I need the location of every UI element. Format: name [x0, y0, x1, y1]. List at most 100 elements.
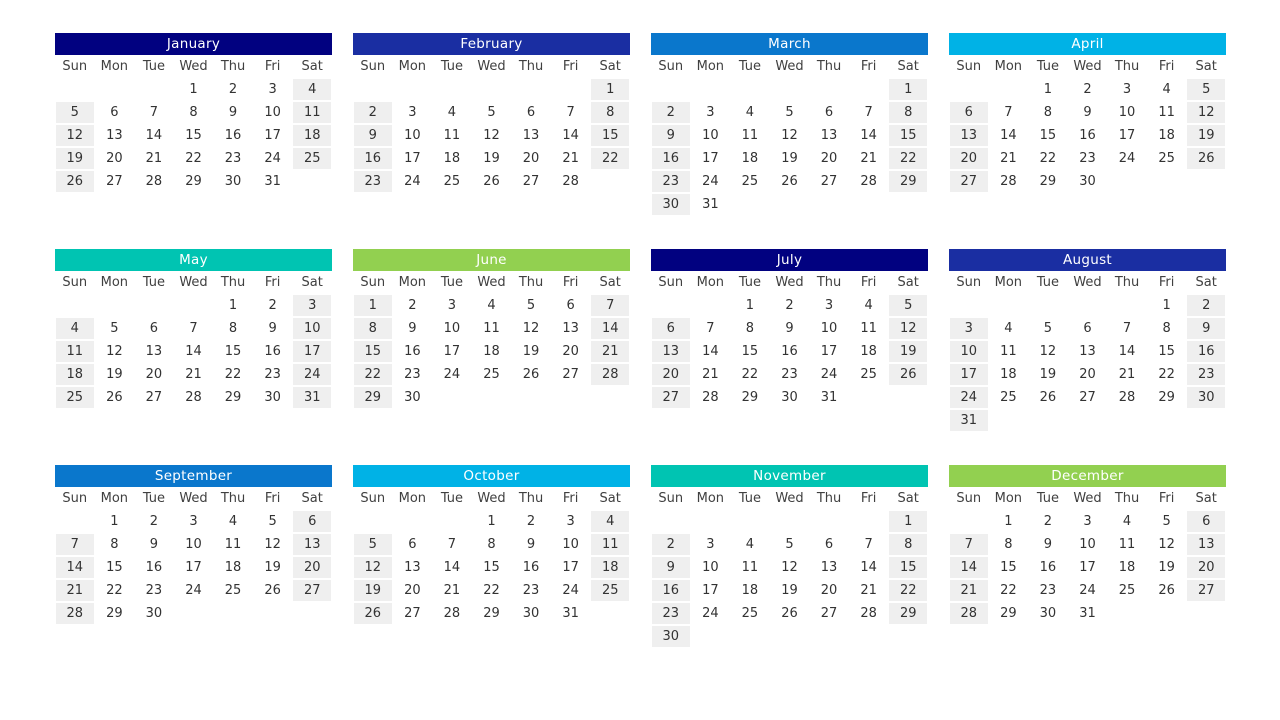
- day-cell[interactable]: 9: [511, 533, 551, 556]
- day-cell[interactable]: 5: [770, 533, 810, 556]
- day-cell[interactable]: 3: [691, 101, 731, 124]
- day-cell[interactable]: 3: [292, 294, 332, 317]
- day-cell[interactable]: 6: [809, 533, 849, 556]
- day-cell[interactable]: 13: [511, 124, 551, 147]
- day-cell[interactable]: 20: [511, 147, 551, 170]
- day-cell[interactable]: 5: [472, 101, 512, 124]
- day-cell[interactable]: 23: [353, 170, 393, 193]
- day-cell[interactable]: 31: [253, 170, 293, 193]
- day-cell[interactable]: 25: [1107, 579, 1147, 602]
- day-cell[interactable]: 27: [511, 170, 551, 193]
- day-cell[interactable]: 4: [590, 510, 630, 533]
- day-cell[interactable]: 25: [590, 579, 630, 602]
- day-cell[interactable]: 2: [1028, 510, 1068, 533]
- day-cell[interactable]: 30: [134, 602, 174, 625]
- day-cell[interactable]: 15: [888, 556, 928, 579]
- day-cell[interactable]: 31: [809, 386, 849, 409]
- day-cell[interactable]: 5: [353, 533, 393, 556]
- day-cell[interactable]: 9: [770, 317, 810, 340]
- day-cell[interactable]: 1: [1028, 78, 1068, 101]
- day-cell[interactable]: 10: [809, 317, 849, 340]
- day-cell[interactable]: 9: [253, 317, 293, 340]
- day-cell[interactable]: 13: [809, 556, 849, 579]
- day-cell[interactable]: 26: [770, 170, 810, 193]
- day-cell[interactable]: 18: [472, 340, 512, 363]
- day-cell[interactable]: 26: [888, 363, 928, 386]
- day-cell[interactable]: 22: [472, 579, 512, 602]
- day-cell[interactable]: 18: [1147, 124, 1187, 147]
- day-cell[interactable]: 15: [95, 556, 135, 579]
- day-cell[interactable]: 22: [888, 147, 928, 170]
- day-cell[interactable]: 13: [949, 124, 989, 147]
- day-cell[interactable]: 14: [432, 556, 472, 579]
- day-cell[interactable]: 28: [949, 602, 989, 625]
- day-cell[interactable]: 6: [1068, 317, 1108, 340]
- day-cell[interactable]: 15: [353, 340, 393, 363]
- day-cell[interactable]: 3: [253, 78, 293, 101]
- day-cell[interactable]: 30: [253, 386, 293, 409]
- day-cell[interactable]: 20: [292, 556, 332, 579]
- day-cell[interactable]: 11: [55, 340, 95, 363]
- day-cell[interactable]: 8: [213, 317, 253, 340]
- day-cell[interactable]: 20: [551, 340, 591, 363]
- day-cell[interactable]: 3: [809, 294, 849, 317]
- day-cell[interactable]: 12: [770, 124, 810, 147]
- day-cell[interactable]: 14: [849, 556, 889, 579]
- day-cell[interactable]: 12: [511, 317, 551, 340]
- day-cell[interactable]: 29: [95, 602, 135, 625]
- day-cell[interactable]: 12: [55, 124, 95, 147]
- day-cell[interactable]: 17: [1068, 556, 1108, 579]
- day-cell[interactable]: 15: [989, 556, 1029, 579]
- day-cell[interactable]: 27: [1186, 579, 1226, 602]
- day-cell[interactable]: 6: [809, 101, 849, 124]
- day-cell[interactable]: 4: [292, 78, 332, 101]
- day-cell[interactable]: 9: [651, 556, 691, 579]
- day-cell[interactable]: 5: [1186, 78, 1226, 101]
- day-cell[interactable]: 14: [590, 317, 630, 340]
- day-cell[interactable]: 7: [432, 533, 472, 556]
- day-cell[interactable]: 6: [949, 101, 989, 124]
- day-cell[interactable]: 13: [809, 124, 849, 147]
- day-cell[interactable]: 27: [393, 602, 433, 625]
- day-cell[interactable]: 15: [590, 124, 630, 147]
- day-cell[interactable]: 12: [1147, 533, 1187, 556]
- day-cell[interactable]: 22: [590, 147, 630, 170]
- day-cell[interactable]: 30: [511, 602, 551, 625]
- day-cell[interactable]: 21: [989, 147, 1029, 170]
- day-cell[interactable]: 8: [174, 101, 214, 124]
- day-cell[interactable]: 18: [292, 124, 332, 147]
- day-cell[interactable]: 18: [730, 147, 770, 170]
- day-cell[interactable]: 8: [730, 317, 770, 340]
- day-cell[interactable]: 5: [1147, 510, 1187, 533]
- day-cell[interactable]: 19: [770, 147, 810, 170]
- day-cell[interactable]: 1: [95, 510, 135, 533]
- day-cell[interactable]: 16: [770, 340, 810, 363]
- day-cell[interactable]: 6: [292, 510, 332, 533]
- day-cell[interactable]: 17: [809, 340, 849, 363]
- day-cell[interactable]: 11: [989, 340, 1029, 363]
- day-cell[interactable]: 17: [551, 556, 591, 579]
- day-cell[interactable]: 6: [95, 101, 135, 124]
- day-cell[interactable]: 22: [213, 363, 253, 386]
- day-cell[interactable]: 23: [770, 363, 810, 386]
- day-cell[interactable]: 16: [134, 556, 174, 579]
- day-cell[interactable]: 23: [651, 170, 691, 193]
- day-cell[interactable]: 5: [55, 101, 95, 124]
- day-cell[interactable]: 12: [353, 556, 393, 579]
- day-cell[interactable]: 13: [651, 340, 691, 363]
- day-cell[interactable]: 9: [651, 124, 691, 147]
- day-cell[interactable]: 12: [472, 124, 512, 147]
- day-cell[interactable]: 7: [989, 101, 1029, 124]
- day-cell[interactable]: 28: [174, 386, 214, 409]
- day-cell[interactable]: 8: [353, 317, 393, 340]
- day-cell[interactable]: 16: [393, 340, 433, 363]
- day-cell[interactable]: 18: [849, 340, 889, 363]
- day-cell[interactable]: 24: [432, 363, 472, 386]
- day-cell[interactable]: 4: [472, 294, 512, 317]
- day-cell[interactable]: 7: [134, 101, 174, 124]
- day-cell[interactable]: 13: [134, 340, 174, 363]
- day-cell[interactable]: 28: [989, 170, 1029, 193]
- day-cell[interactable]: 4: [432, 101, 472, 124]
- day-cell[interactable]: 9: [1068, 101, 1108, 124]
- day-cell[interactable]: 4: [213, 510, 253, 533]
